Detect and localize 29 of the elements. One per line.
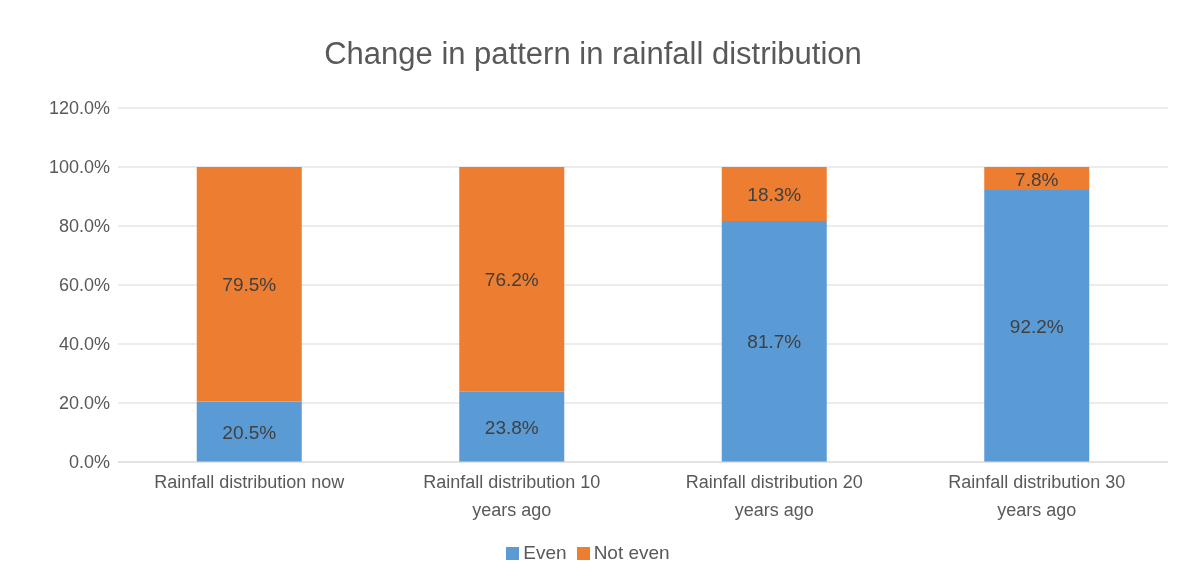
data-label: 18.3% <box>747 183 802 205</box>
y-tick-label: 100.0% <box>48 157 110 178</box>
x-tick-label: Rainfall distribution now <box>154 472 346 492</box>
legend-label: Even <box>523 542 567 563</box>
y-tick-label: 80.0% <box>58 216 110 237</box>
data-label: 92.2% <box>1009 316 1064 338</box>
bar <box>459 391 565 462</box>
data-label: 79.5% <box>222 274 277 296</box>
x-tick-label: Rainfall distribution 30 years ago <box>948 472 1126 520</box>
legend-label: Not even <box>593 542 670 563</box>
data-label: 7.8% <box>1015 168 1059 190</box>
data-label: 23.8% <box>484 416 539 438</box>
y-tick-label: 40.0% <box>58 334 110 355</box>
x-tick-label: Rainfall distribution 20 years ago <box>685 472 863 520</box>
data-label: 76.2% <box>484 269 539 291</box>
data-label: 81.7% <box>747 331 802 353</box>
y-tick-label: 60.0% <box>58 275 110 296</box>
bar <box>721 220 827 462</box>
data-label: 20.5% <box>222 421 277 443</box>
y-tick-label: 120.0% <box>48 98 110 119</box>
bar <box>721 167 827 221</box>
y-tick-label: 0.0% <box>68 452 110 473</box>
chart-title: Change in pattern in rainfall distribution <box>323 36 863 72</box>
bar <box>984 190 1090 462</box>
x-tick-label: Rainfall distribution 10 years ago <box>423 472 601 520</box>
bar <box>196 401 302 462</box>
bar <box>459 167 565 392</box>
bar <box>196 167 302 402</box>
y-tick-label: 20.0% <box>58 393 110 414</box>
